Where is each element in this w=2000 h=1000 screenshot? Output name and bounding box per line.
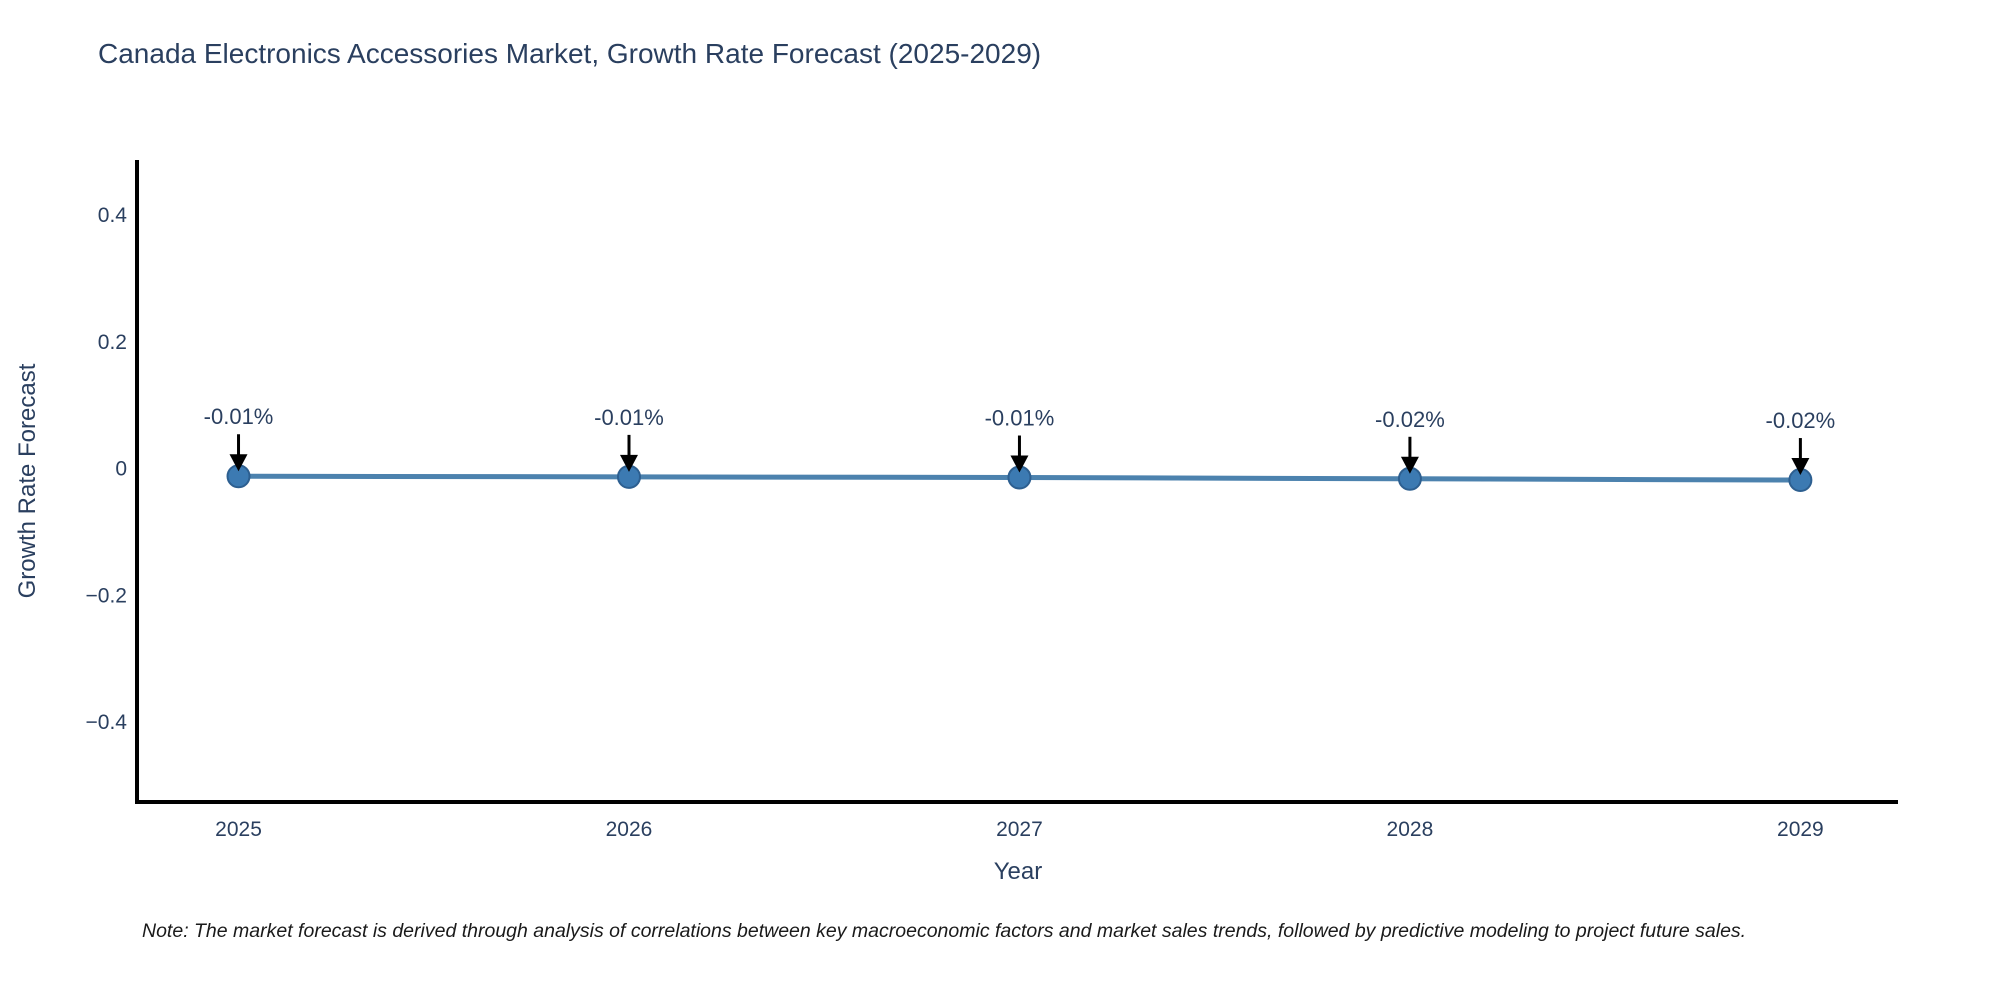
x-tick-label: 2027 [996, 818, 1043, 841]
x-tick-label: 2026 [606, 818, 653, 841]
y-tick-label: −0.4 [86, 711, 128, 734]
point-annotation: -0.01% [594, 405, 664, 430]
y-tick-label: 0.4 [98, 204, 128, 227]
x-tick-label: 2028 [1387, 818, 1434, 841]
chart-title: Canada Electronics Accessories Market, G… [98, 38, 1042, 69]
annotation-arrowhead [1791, 458, 1810, 476]
point-annotation: -0.02% [1766, 408, 1836, 433]
point-annotation: -0.01% [204, 404, 274, 429]
footnote: Note: The market forecast is derived thr… [142, 920, 1747, 942]
point-annotation: -0.01% [985, 406, 1055, 431]
annotation-arrowhead [1010, 455, 1029, 473]
annotation-arrowhead [229, 454, 248, 472]
y-tick-label: 0.2 [98, 331, 127, 354]
x-tick-label: 2025 [215, 818, 262, 841]
x-tick-label: 2029 [1777, 818, 1824, 841]
y-tick-label: 0 [115, 458, 127, 481]
y-tick-label: −0.2 [86, 584, 127, 607]
point-annotation: -0.02% [1375, 407, 1445, 432]
annotation-arrowhead [619, 454, 638, 472]
x-axis-title: Year [993, 858, 1043, 885]
annotation-arrowhead [1400, 456, 1419, 474]
